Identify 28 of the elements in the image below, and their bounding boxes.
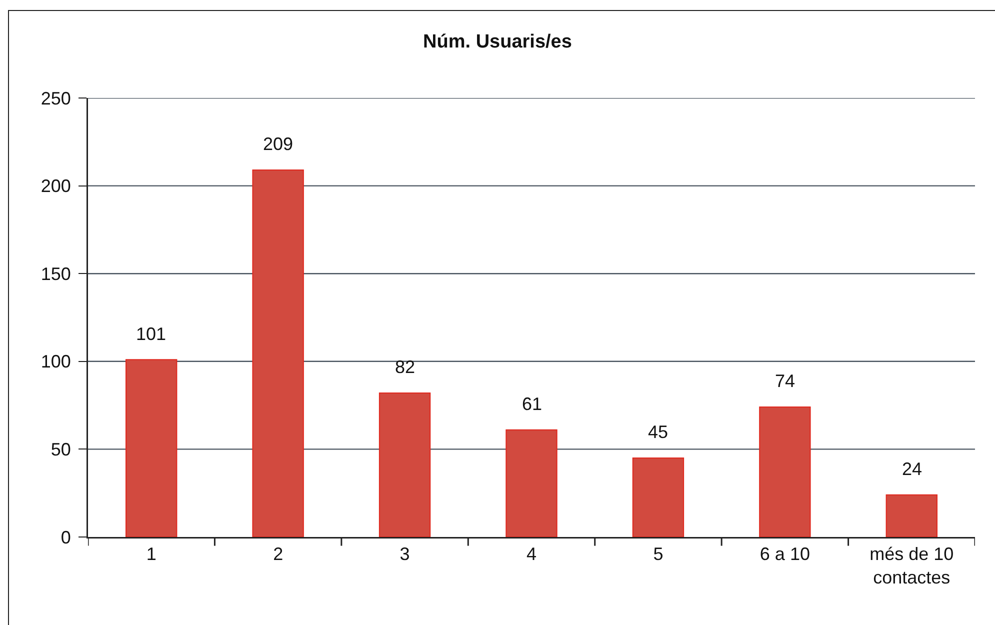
y-tick-label: 200 — [40, 176, 71, 196]
bar — [886, 494, 938, 537]
y-tick-label: 0 — [60, 527, 71, 548]
bar — [759, 406, 811, 537]
data-label: 209 — [263, 134, 294, 154]
data-label: 24 — [902, 459, 922, 479]
data-label: 101 — [136, 324, 166, 344]
x-tick-label: més de 10 contactes — [870, 544, 954, 588]
x-tick-label: 1 — [146, 544, 156, 564]
bar — [252, 170, 304, 537]
x-tick-label: 2 — [273, 544, 284, 564]
bar — [126, 359, 178, 537]
y-tick-label: 250 — [40, 88, 71, 108]
y-tick-label: 50 — [50, 440, 71, 460]
x-tick-label: 5 — [653, 544, 664, 564]
data-label: 82 — [395, 357, 416, 377]
bar — [632, 457, 684, 537]
x-tick-label: 3 — [400, 544, 410, 564]
data-label: 45 — [648, 422, 668, 442]
bar — [506, 429, 558, 537]
y-tick-label: 100 — [40, 352, 71, 372]
y-tick-label: 150 — [40, 264, 71, 284]
x-tick-label: 4 — [526, 544, 537, 564]
bar — [378, 392, 431, 537]
data-label: 74 — [775, 371, 796, 391]
chart-title: Núm. Usuaris/es — [423, 31, 572, 52]
x-tick-label: 6 a 10 — [760, 544, 810, 564]
data-label: 61 — [522, 394, 542, 414]
